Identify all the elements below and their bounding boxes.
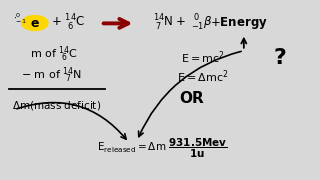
Text: m of $^{14}_{\ 6}\mathrm{C}$: m of $^{14}_{\ 6}\mathrm{C}$ [29, 44, 78, 64]
Text: $\mathbf{OR}$: $\mathbf{OR}$ [179, 90, 205, 106]
Text: $\cdot^{0}_{-1}$: $\cdot^{0}_{-1}$ [13, 12, 27, 26]
Text: $^{14}_{\ 7}\mathrm{N} +\ ^{\ 0}_{-1}\beta$: $^{14}_{\ 7}\mathrm{N} +\ ^{\ 0}_{-1}\be… [153, 13, 212, 33]
Text: $\Delta\mathrm{m(mass\ deficit)}$: $\Delta\mathrm{m(mass\ deficit)}$ [12, 99, 101, 112]
Text: $-$ m of $^{14}_{\ 7}\mathrm{N}$: $-$ m of $^{14}_{\ 7}\mathrm{N}$ [21, 65, 82, 85]
Text: $\mathbf{e}$: $\mathbf{e}$ [30, 17, 40, 30]
Text: $\mathrm{E = mc}^{2}$: $\mathrm{E = mc}^{2}$ [181, 50, 225, 66]
Text: $+ \mathbf{Energy}$: $+ \mathbf{Energy}$ [210, 15, 268, 31]
Text: $+\ ^{14}_{\ 6}\mathrm{C}$: $+\ ^{14}_{\ 6}\mathrm{C}$ [51, 13, 85, 33]
Circle shape [21, 15, 48, 31]
Text: $\mathrm{E = \Delta mc}^{2}$: $\mathrm{E = \Delta mc}^{2}$ [177, 68, 229, 85]
Text: $\mathrm{E_{released} = \Delta m}\ \dfrac{\mathbf{931.5Mev}}{\mathbf{1u}}$: $\mathrm{E_{released} = \Delta m}\ \dfra… [97, 136, 227, 160]
Text: ?: ? [274, 48, 286, 68]
